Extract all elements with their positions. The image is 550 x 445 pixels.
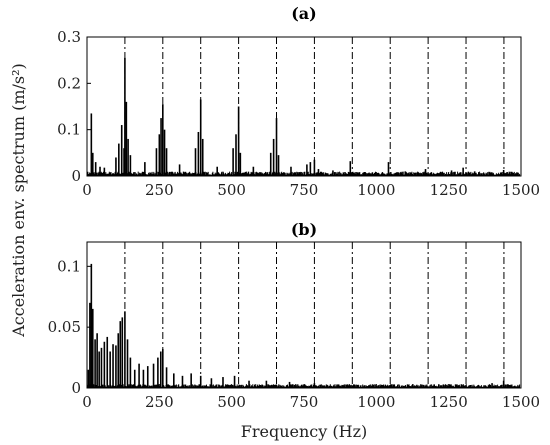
y-tick-label: 0 (71, 379, 81, 397)
y-tick-label: 0.2 (57, 74, 81, 92)
x-tick-label: 1500 (502, 393, 540, 411)
panel-b-series (86, 263, 521, 388)
panel-b-frame (86, 241, 522, 389)
x-tick-label: 1000 (357, 181, 395, 199)
panel-a-series (86, 57, 521, 176)
panel-b-title: (b) (291, 220, 317, 239)
x-tick-label: 1250 (430, 393, 468, 411)
x-tick-label: 0 (82, 393, 92, 411)
x-tick-label: 250 (145, 181, 174, 199)
y-tick-label: 0.1 (57, 257, 81, 275)
x-tick-label: 0 (82, 181, 92, 199)
spectrum-noise-floor (86, 384, 521, 388)
x-tick-label: 500 (217, 181, 246, 199)
spectrum-noise-floor (86, 171, 521, 176)
x-tick-label: 1500 (502, 181, 540, 199)
y-tick-label: 0.1 (57, 121, 81, 139)
y-tick-label: 0 (71, 167, 81, 185)
panel-b: (b) 0 250 500 750 1000 1250 1500 0 0.05 0.1 (48, 220, 541, 411)
panel-a: (a) 0 250 500 750 1000 1250 1500 0 0.1 0.2 0.3 (57, 4, 540, 199)
panel-a-markers (124, 37, 505, 176)
panel-b-axes: 0 250 500 750 1000 1250 1500 0 0.05 0.1 (48, 257, 541, 411)
x-axis-label: Frequency (Hz) (241, 422, 368, 441)
y-tick-label: 0.3 (57, 28, 81, 46)
panel-a-axes: 0 250 500 750 1000 1250 1500 0 0.1 0.2 0.3 (57, 28, 540, 199)
y-tick-label: 0.05 (48, 318, 81, 336)
x-tick-label: 750 (290, 181, 319, 199)
x-tick-label: 250 (145, 393, 174, 411)
x-tick-label: 1250 (430, 181, 468, 199)
x-tick-label: 750 (290, 393, 319, 411)
panel-a-frame (86, 36, 522, 177)
y-axis-label: Acceleration env. spectrum (m/s²) (9, 63, 28, 338)
panel-b-markers (124, 242, 505, 388)
x-tick-label: 500 (217, 393, 246, 411)
x-tick-label: 1000 (357, 393, 395, 411)
panel-a-title: (a) (291, 4, 317, 23)
